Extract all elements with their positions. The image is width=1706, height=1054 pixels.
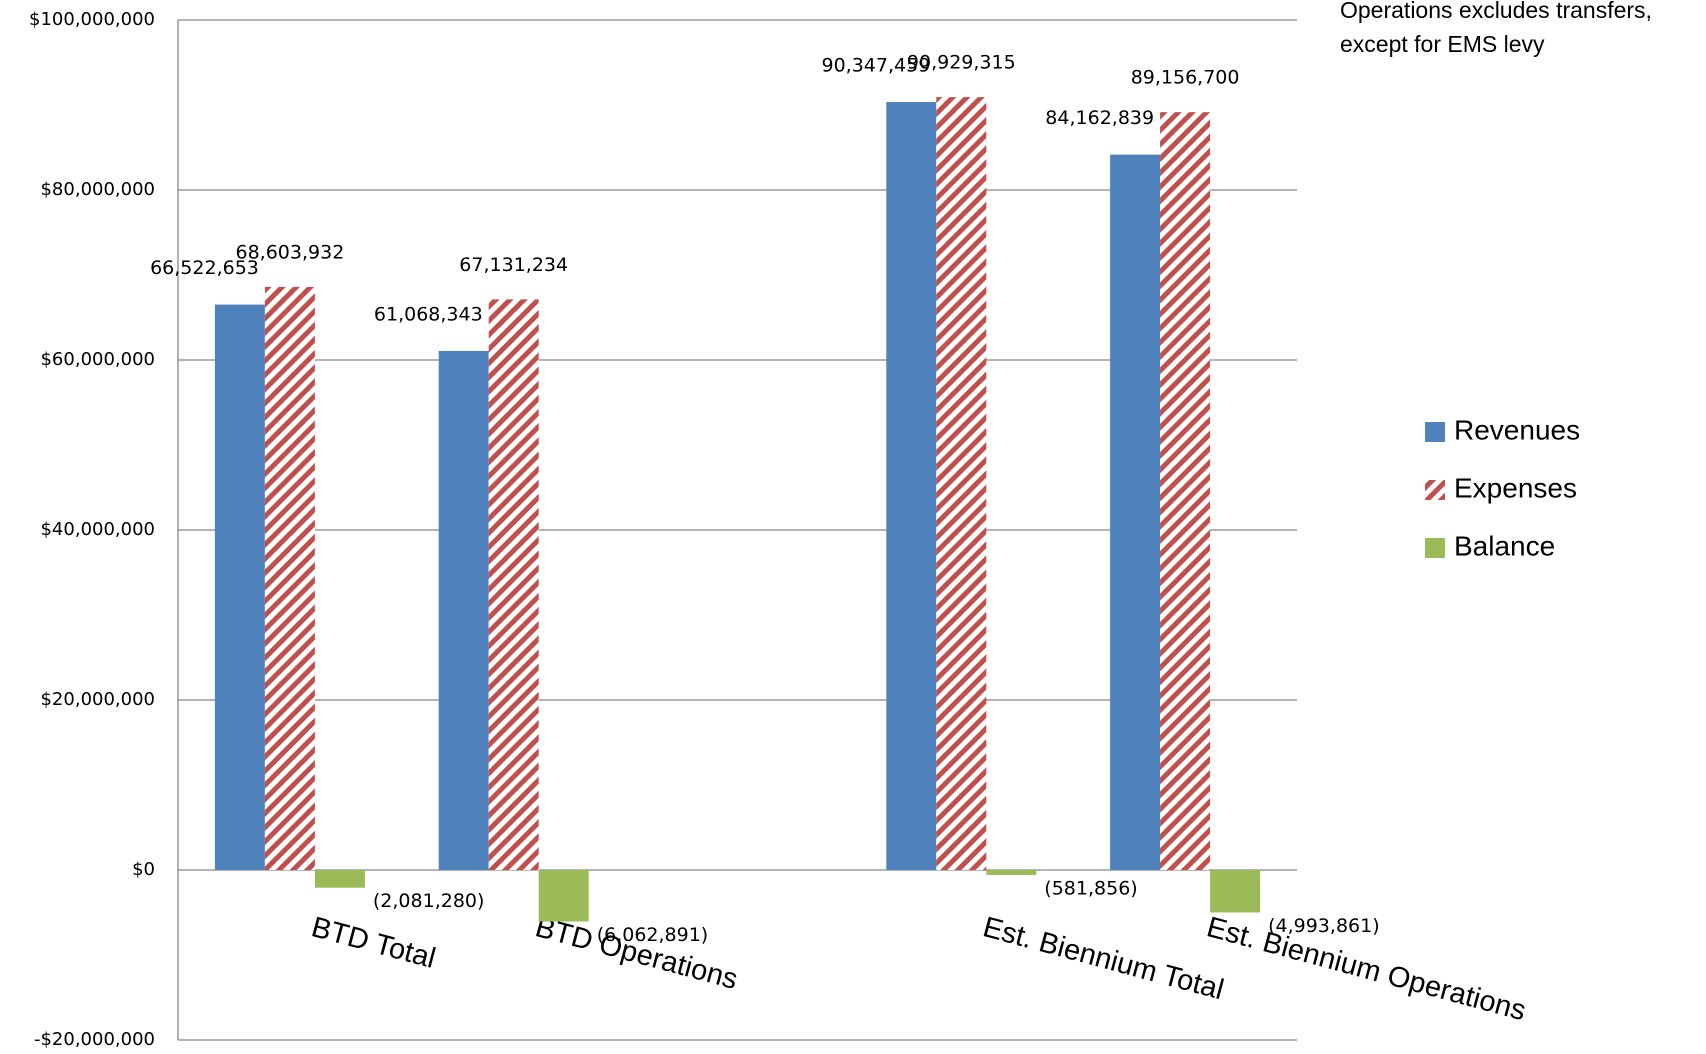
legend-label: Expenses bbox=[1454, 472, 1577, 503]
data-label: 66,522,653 bbox=[150, 257, 259, 279]
annotation: Operations excludes transfers, bbox=[1340, 0, 1652, 23]
legend-label: Balance bbox=[1454, 530, 1555, 561]
bar bbox=[886, 102, 937, 870]
data-label: (581,856) bbox=[1044, 877, 1137, 899]
data-label: 67,131,234 bbox=[459, 254, 568, 276]
x-tick-label: Est. Biennium Total bbox=[980, 911, 1228, 1006]
data-label: 90,929,315 bbox=[907, 52, 1016, 74]
data-label: 84,162,839 bbox=[1045, 107, 1154, 129]
data-label: 90,347,459 bbox=[822, 55, 931, 77]
data-label: 89,156,700 bbox=[1131, 67, 1240, 89]
x-tick-label: BTD Total bbox=[308, 911, 439, 975]
data-label: 68,603,932 bbox=[236, 241, 345, 263]
legend-swatch bbox=[1425, 422, 1445, 442]
data-label: 61,068,343 bbox=[374, 303, 483, 325]
y-tick-label: $20,000,000 bbox=[40, 689, 155, 710]
bar bbox=[936, 97, 987, 870]
bar bbox=[1110, 154, 1161, 871]
bar bbox=[314, 870, 365, 888]
legend-label: Revenues bbox=[1454, 414, 1580, 445]
bar bbox=[488, 299, 539, 870]
data-label: (2,081,280) bbox=[373, 890, 485, 912]
bar bbox=[438, 350, 489, 871]
bar bbox=[214, 304, 265, 870]
y-tick-label: $80,000,000 bbox=[40, 179, 155, 200]
y-tick-label: -$20,000,000 bbox=[34, 1029, 155, 1050]
annotation: except for EMS levy bbox=[1340, 31, 1545, 57]
legend-swatch bbox=[1425, 538, 1445, 558]
bar bbox=[986, 870, 1037, 875]
y-tick-label: $0 bbox=[132, 859, 155, 880]
y-tick-label: $40,000,000 bbox=[40, 519, 155, 540]
y-tick-label: $100,000,000 bbox=[29, 9, 155, 30]
data-label: (4,993,861) bbox=[1268, 915, 1380, 937]
bar bbox=[264, 286, 315, 870]
y-tick-label: $60,000,000 bbox=[40, 349, 155, 370]
bar bbox=[538, 870, 589, 922]
data-label: (6,062,891) bbox=[597, 924, 709, 946]
legend-swatch bbox=[1425, 480, 1445, 500]
bar bbox=[1210, 870, 1261, 913]
bar bbox=[1160, 112, 1211, 871]
